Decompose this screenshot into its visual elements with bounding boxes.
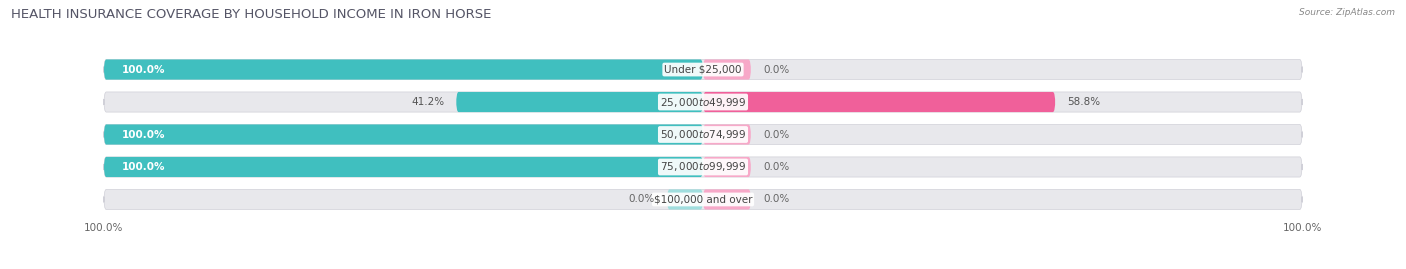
FancyBboxPatch shape [104, 59, 703, 80]
FancyBboxPatch shape [703, 125, 751, 144]
Text: 100.0%: 100.0% [122, 162, 166, 172]
FancyBboxPatch shape [104, 92, 1302, 112]
Text: $25,000 to $49,999: $25,000 to $49,999 [659, 95, 747, 108]
FancyBboxPatch shape [104, 157, 703, 177]
Text: HEALTH INSURANCE COVERAGE BY HOUSEHOLD INCOME IN IRON HORSE: HEALTH INSURANCE COVERAGE BY HOUSEHOLD I… [11, 8, 492, 21]
FancyBboxPatch shape [456, 92, 703, 112]
Text: 0.0%: 0.0% [763, 194, 789, 204]
FancyBboxPatch shape [104, 125, 703, 144]
Text: 41.2%: 41.2% [411, 97, 444, 107]
FancyBboxPatch shape [703, 92, 1056, 112]
FancyBboxPatch shape [703, 59, 751, 80]
FancyBboxPatch shape [666, 189, 703, 210]
FancyBboxPatch shape [104, 157, 1302, 177]
Text: 100.0%: 100.0% [122, 129, 166, 140]
Text: $100,000 and over: $100,000 and over [654, 194, 752, 204]
Text: $50,000 to $74,999: $50,000 to $74,999 [659, 128, 747, 141]
Text: 58.8%: 58.8% [1067, 97, 1101, 107]
Text: Source: ZipAtlas.com: Source: ZipAtlas.com [1299, 8, 1395, 17]
FancyBboxPatch shape [104, 189, 1302, 210]
Text: 0.0%: 0.0% [763, 65, 789, 75]
FancyBboxPatch shape [703, 157, 751, 177]
Text: $75,000 to $99,999: $75,000 to $99,999 [659, 161, 747, 174]
Text: 0.0%: 0.0% [763, 162, 789, 172]
FancyBboxPatch shape [703, 189, 751, 210]
FancyBboxPatch shape [104, 59, 1302, 80]
Text: Under $25,000: Under $25,000 [664, 65, 742, 75]
Text: 0.0%: 0.0% [628, 194, 655, 204]
Text: 0.0%: 0.0% [763, 129, 789, 140]
Text: 100.0%: 100.0% [122, 65, 166, 75]
FancyBboxPatch shape [104, 125, 1302, 144]
